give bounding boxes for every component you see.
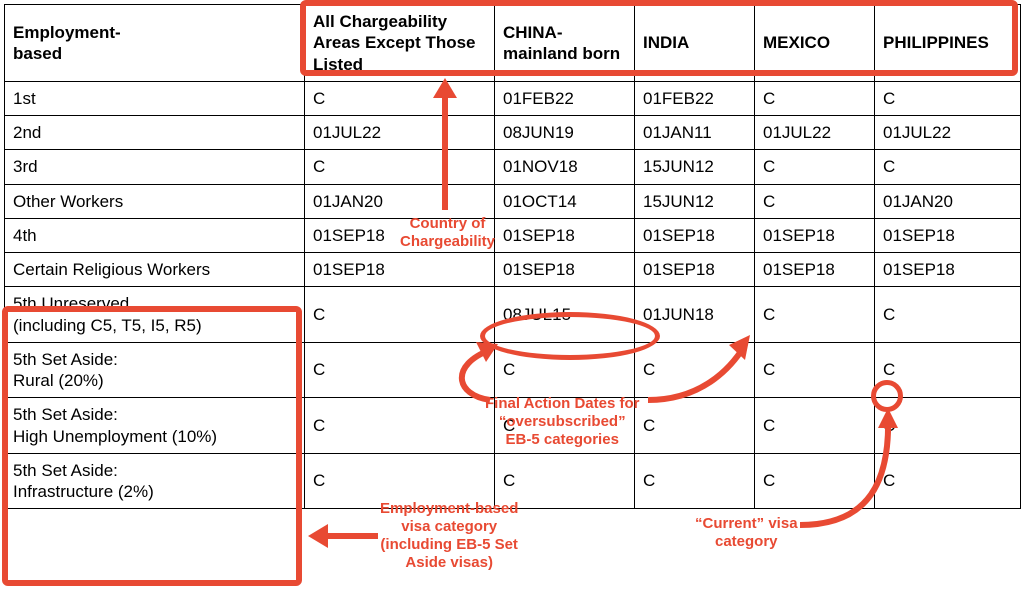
table-cell: 01FEB22 xyxy=(635,81,755,115)
row-label: Other Workers xyxy=(5,184,305,218)
table-cell: 01SEP18 xyxy=(305,218,495,252)
table-cell: C xyxy=(875,453,1021,509)
header-all-chargeability: All Chargeability Areas Except Those Lis… xyxy=(305,5,495,82)
table-cell: 15JUN12 xyxy=(635,184,755,218)
table-cell: 15JUN12 xyxy=(635,150,755,184)
table-row: 3rdC01NOV1815JUN12CC xyxy=(5,150,1021,184)
table-cell: 01JUL22 xyxy=(305,116,495,150)
table-cell: C xyxy=(305,287,495,343)
table-header-row: Employment- based All Chargeability Area… xyxy=(5,5,1021,82)
table-cell: C xyxy=(495,398,635,454)
current-label: “Current” visa category xyxy=(695,515,798,551)
table-row: 5th Unreserved (including C5, T5, I5, R5… xyxy=(5,287,1021,343)
table-cell: C xyxy=(635,398,755,454)
table-cell: C xyxy=(305,150,495,184)
table-cell: 01SEP18 xyxy=(875,218,1021,252)
table-cell: C xyxy=(755,150,875,184)
table-row: 2nd01JUL2208JUN1901JAN1101JUL2201JUL22 xyxy=(5,116,1021,150)
row-label: 4th xyxy=(5,218,305,252)
header-india: INDIA xyxy=(635,5,755,82)
table-cell: C xyxy=(755,81,875,115)
table-cell: C xyxy=(875,81,1021,115)
table-cell: C xyxy=(755,184,875,218)
table-row: Other Workers01JAN2001OCT1415JUN12C01JAN… xyxy=(5,184,1021,218)
table-row: 4th01SEP1801SEP1801SEP1801SEP1801SEP18 xyxy=(5,218,1021,252)
table-cell: 08JUN19 xyxy=(495,116,635,150)
table-cell: C xyxy=(635,342,755,398)
table-cell: 01JAN20 xyxy=(305,184,495,218)
table-row: 5th Set Aside: Infrastructure (2%)CCCCC xyxy=(5,453,1021,509)
row-label: Certain Religious Workers xyxy=(5,253,305,287)
table-cell: C xyxy=(305,81,495,115)
table-cell: 01SEP18 xyxy=(495,253,635,287)
table-row: 5th Set Aside: High Unemployment (10%)CC… xyxy=(5,398,1021,454)
table-cell: C xyxy=(305,453,495,509)
table-cell: 01SEP18 xyxy=(875,253,1021,287)
table-cell: C xyxy=(875,287,1021,343)
table-row: 5th Set Aside: Rural (20%)CCCCC xyxy=(5,342,1021,398)
row-label: 5th Unreserved (including C5, T5, I5, R5… xyxy=(5,287,305,343)
table-cell: C xyxy=(755,398,875,454)
table-cell: 01JUN18 xyxy=(635,287,755,343)
row-label: 5th Set Aside: High Unemployment (10%) xyxy=(5,398,305,454)
row-label: 1st xyxy=(5,81,305,115)
row-label: 2nd xyxy=(5,116,305,150)
table-body: 1stC01FEB2201FEB22CC2nd01JUL2208JUN1901J… xyxy=(5,81,1021,509)
row-label: 3rd xyxy=(5,150,305,184)
table-cell: 01SEP18 xyxy=(635,253,755,287)
table-cell: C xyxy=(755,287,875,343)
table-cell: 01SEP18 xyxy=(755,253,875,287)
table-cell: C xyxy=(495,453,635,509)
table-row: Certain Religious Workers01SEP1801SEP180… xyxy=(5,253,1021,287)
table-cell: 01FEB22 xyxy=(495,81,635,115)
table-cell: C xyxy=(495,342,635,398)
table-cell: 01JAN11 xyxy=(635,116,755,150)
table-cell: 01SEP18 xyxy=(755,218,875,252)
table-cell: 01OCT14 xyxy=(495,184,635,218)
table-cell: 01SEP18 xyxy=(495,218,635,252)
table-cell: 01JUL22 xyxy=(875,116,1021,150)
table-cell: 01JUL22 xyxy=(755,116,875,150)
table-row: 1stC01FEB2201FEB22CC xyxy=(5,81,1021,115)
table-cell: C xyxy=(305,342,495,398)
table-cell: C xyxy=(875,150,1021,184)
table-cell: C xyxy=(755,342,875,398)
table-cell: 08JUL15 xyxy=(495,287,635,343)
row-label: 5th Set Aside: Infrastructure (2%) xyxy=(5,453,305,509)
table-cell: C xyxy=(635,453,755,509)
header-mexico: MEXICO xyxy=(755,5,875,82)
visa-bulletin-table: Employment- based All Chargeability Area… xyxy=(4,4,1021,509)
eb-label: Employment-based visa category (includin… xyxy=(380,500,518,572)
table-cell: C xyxy=(305,398,495,454)
row-label: 5th Set Aside: Rural (20%) xyxy=(5,342,305,398)
header-philippines: PHILIPPINES xyxy=(875,5,1021,82)
header-china: CHINA-mainland born xyxy=(495,5,635,82)
table-cell: 01NOV18 xyxy=(495,150,635,184)
table-cell: 01SEP18 xyxy=(635,218,755,252)
header-employment-based: Employment- based xyxy=(5,5,305,82)
table-cell: C xyxy=(755,453,875,509)
table-cell: C xyxy=(875,398,1021,454)
table-cell: C xyxy=(875,342,1021,398)
table-cell: 01SEP18 xyxy=(305,253,495,287)
table-cell: 01JAN20 xyxy=(875,184,1021,218)
